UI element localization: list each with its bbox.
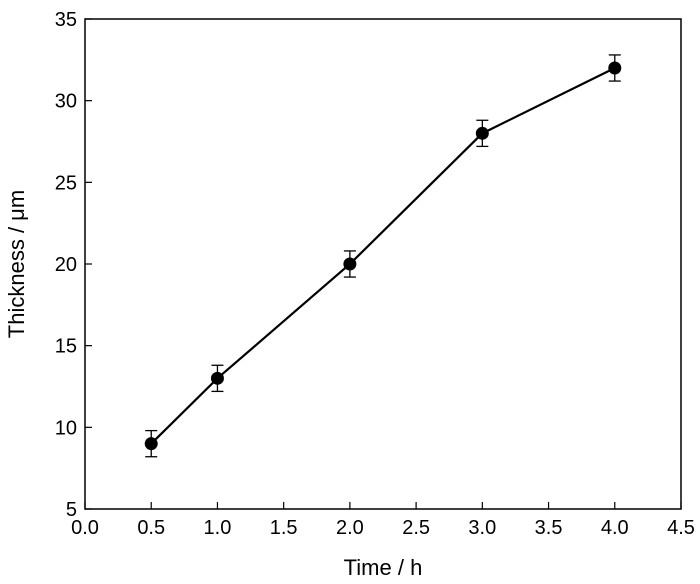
y-tick-label: 30 bbox=[55, 91, 77, 113]
data-point bbox=[343, 257, 357, 271]
data-point bbox=[210, 371, 224, 385]
y-tick-label: 15 bbox=[55, 336, 77, 358]
y-tick-label: 20 bbox=[55, 254, 77, 276]
x-tick-label: 4.5 bbox=[667, 517, 695, 539]
x-tick-label: 3.0 bbox=[468, 517, 496, 539]
data-point bbox=[608, 61, 622, 75]
x-tick-label: 4.0 bbox=[601, 517, 629, 539]
data-point bbox=[475, 126, 489, 140]
x-tick-label: 3.5 bbox=[535, 517, 563, 539]
y-tick-label: 25 bbox=[55, 172, 77, 194]
y-tick-label: 35 bbox=[55, 9, 77, 31]
x-tick-label: 0.5 bbox=[137, 517, 165, 539]
series-layer bbox=[144, 54, 622, 458]
y-tick-label: 5 bbox=[66, 499, 77, 521]
x-tick-label: 1.0 bbox=[204, 517, 232, 539]
y-tick-label: 10 bbox=[55, 417, 77, 439]
x-tick-label: 2.0 bbox=[336, 517, 364, 539]
y-axis-label: Thickness / μm bbox=[4, 190, 29, 338]
x-axis-label: Time / h bbox=[344, 555, 423, 580]
data-point bbox=[144, 437, 158, 451]
y-axis-ticks: 5 10 15 20 25 30 35 bbox=[55, 9, 92, 521]
x-tick-label: 0.0 bbox=[71, 517, 99, 539]
x-axis-ticks: 0.0 0.5 1.0 1.5 2.0 2.5 3.0 3.5 4.0 4.5 bbox=[71, 502, 695, 539]
plot-frame bbox=[84, 18, 682, 510]
series-line bbox=[150, 67, 616, 445]
x-tick-label: 2.5 bbox=[402, 517, 430, 539]
x-tick-label: 1.5 bbox=[270, 517, 298, 539]
